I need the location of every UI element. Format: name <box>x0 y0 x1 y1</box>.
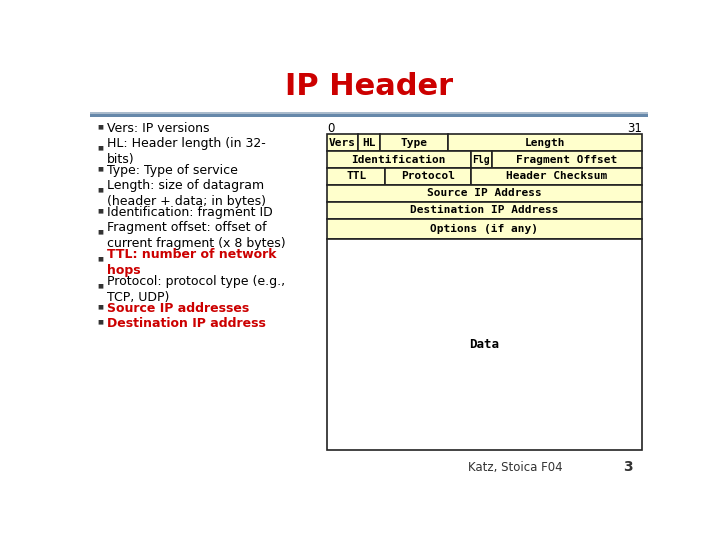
Text: TTL: number of network
hops: TTL: number of network hops <box>107 248 276 276</box>
Text: Destination IP Address: Destination IP Address <box>410 205 559 215</box>
Text: Data: Data <box>469 338 500 351</box>
Text: 0: 0 <box>327 122 335 135</box>
Text: Identification: Identification <box>351 154 446 165</box>
Bar <box>327 151 471 168</box>
Text: Source IP Address: Source IP Address <box>427 188 542 198</box>
Text: Katz, Stoica F04: Katz, Stoica F04 <box>468 462 563 475</box>
Text: HL: Header length (in 32-
bits): HL: Header length (in 32- bits) <box>107 137 266 166</box>
Text: Identification: fragment ID: Identification: fragment ID <box>107 206 273 219</box>
Text: HL: HL <box>362 138 376 147</box>
Text: ■: ■ <box>97 319 103 325</box>
Text: Destination IP address: Destination IP address <box>107 316 266 329</box>
Text: Protocol: Protocol <box>401 172 455 181</box>
Bar <box>327 202 642 219</box>
Bar <box>327 239 642 450</box>
Text: TTL: TTL <box>346 172 366 181</box>
Text: Type: Type <box>400 138 428 147</box>
Text: Protocol: protocol type (e.g.,
TCP, UDP): Protocol: protocol type (e.g., TCP, UDP) <box>107 275 285 303</box>
Text: Options (if any): Options (if any) <box>431 224 539 234</box>
Text: Vers: Vers <box>329 138 356 147</box>
Text: Flg: Flg <box>472 154 490 165</box>
Bar <box>448 134 642 151</box>
Text: 31: 31 <box>627 122 642 135</box>
Text: ■: ■ <box>97 166 103 171</box>
Text: Source IP addresses: Source IP addresses <box>107 301 249 315</box>
Text: Fragment offset: offset of
current fragment (x 8 bytes): Fragment offset: offset of current fragm… <box>107 221 286 249</box>
Text: Fragment Offset: Fragment Offset <box>516 154 618 165</box>
Bar <box>471 151 492 168</box>
Text: Type: Type of service: Type: Type of service <box>107 164 238 177</box>
Bar <box>327 185 642 202</box>
Text: ■: ■ <box>97 284 103 288</box>
Text: ■: ■ <box>97 304 103 309</box>
Bar <box>471 168 642 185</box>
Bar <box>327 219 642 239</box>
Bar <box>385 168 471 185</box>
Text: ■: ■ <box>97 187 103 192</box>
Text: IP Header: IP Header <box>285 72 453 101</box>
Bar <box>492 151 642 168</box>
Text: Length: size of datagram
(header + data; in bytes): Length: size of datagram (header + data;… <box>107 179 266 208</box>
Text: 3: 3 <box>623 461 632 475</box>
Bar <box>327 168 385 185</box>
Text: ■: ■ <box>97 208 103 213</box>
Bar <box>90 112 648 114</box>
Text: Length: Length <box>525 138 565 147</box>
Text: ■: ■ <box>97 256 103 261</box>
Text: Header Checksum: Header Checksum <box>505 172 607 181</box>
Text: ■: ■ <box>97 145 103 151</box>
Bar <box>90 114 648 117</box>
Bar <box>327 134 358 151</box>
Bar <box>358 134 380 151</box>
Text: Vers: IP versions: Vers: IP versions <box>107 122 210 135</box>
Text: ■: ■ <box>97 125 103 130</box>
Bar <box>380 134 448 151</box>
Text: ■: ■ <box>97 230 103 234</box>
